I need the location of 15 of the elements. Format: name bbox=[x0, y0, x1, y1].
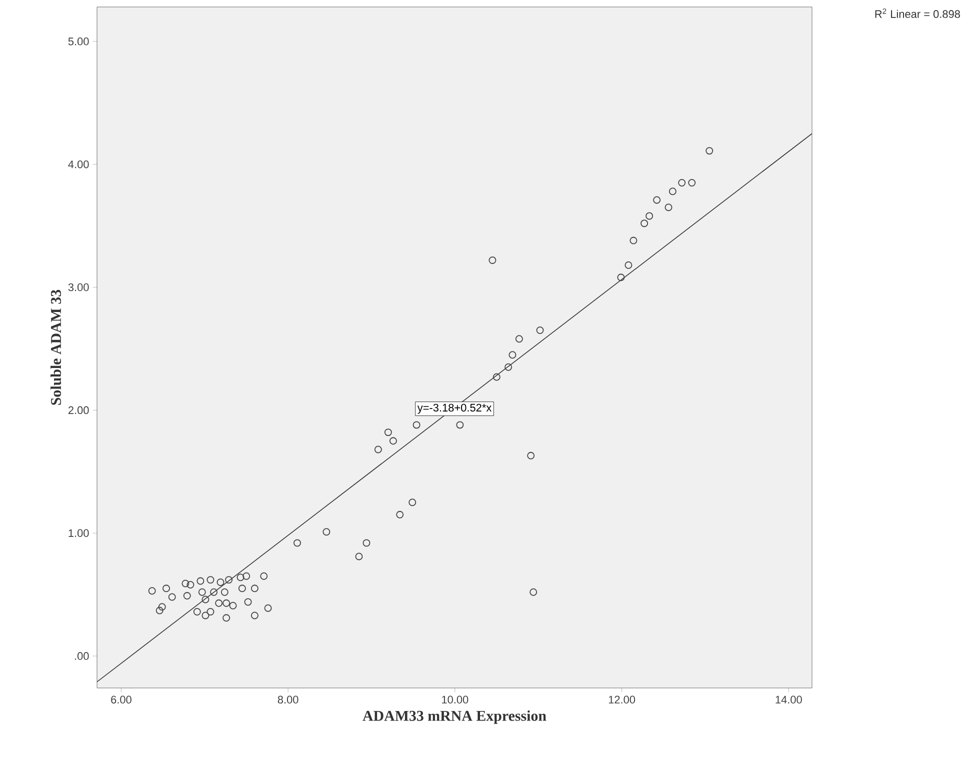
y-tick-label: 3.00 bbox=[68, 283, 89, 292]
x-tick-label: 14.00 bbox=[776, 696, 802, 704]
annotation: y=-3.18+0.52*x bbox=[417, 404, 492, 414]
x-tick-label: 6.00 bbox=[111, 696, 132, 704]
x-tick-label: 8.00 bbox=[278, 696, 298, 704]
y-tick-label: .00 bbox=[75, 652, 89, 660]
y-tick-label: 1.00 bbox=[68, 529, 89, 537]
x-axis-title: ADAM33 mRNA Expression bbox=[362, 710, 546, 724]
y-axis-title: Soluble ADAM 33 bbox=[50, 290, 62, 405]
text: R$^{2}$ Linear = 0.898 bbox=[875, 8, 960, 18]
y-tick-label: 2.00 bbox=[68, 406, 89, 414]
y-tick-label: 5.00 bbox=[68, 38, 89, 46]
y-tick-label: 4.00 bbox=[68, 160, 89, 168]
x-tick-label: 12.00 bbox=[608, 696, 636, 704]
x-tick-label: 10.00 bbox=[442, 696, 468, 704]
